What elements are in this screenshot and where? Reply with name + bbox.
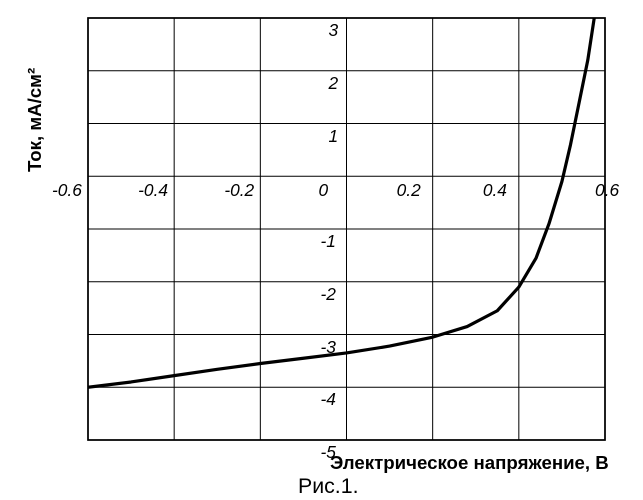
y-tick-label: -4 bbox=[321, 389, 336, 410]
y-tick-label: -3 bbox=[321, 337, 336, 358]
x-axis-label: Электрическое напряжение, В bbox=[330, 452, 609, 474]
y-tick-label: 2 bbox=[329, 73, 339, 94]
y-tick-label: -1 bbox=[321, 231, 336, 252]
x-tick-label: 0.2 bbox=[397, 180, 421, 201]
y-tick-label: 3 bbox=[329, 20, 339, 41]
x-tick-label: -0.4 bbox=[138, 180, 168, 201]
x-tick-label: -0.2 bbox=[224, 180, 254, 201]
figure-caption: Рис.1. bbox=[298, 474, 359, 499]
x-tick-label: 0 bbox=[319, 180, 329, 201]
x-tick-label: 0.4 bbox=[483, 180, 507, 201]
y-tick-label: -5 bbox=[321, 442, 336, 463]
y-tick-label: -2 bbox=[321, 284, 336, 305]
x-tick-label: 0.6 bbox=[595, 180, 619, 201]
y-tick-label: 1 bbox=[329, 126, 339, 147]
y-axis-label: Ток, мА/см² bbox=[24, 68, 46, 172]
figure-container: Ток, мА/см² Электрическое напряжение, В … bbox=[0, 0, 643, 500]
x-tick-label: -0.6 bbox=[52, 180, 82, 201]
